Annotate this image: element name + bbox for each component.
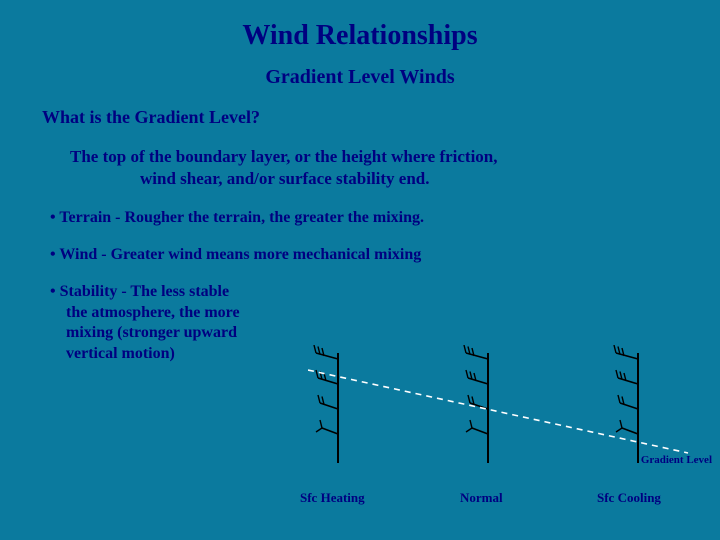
bullet-terrain: • Terrain - Rougher the terrain, the gre… xyxy=(50,208,720,229)
bullet-list: • Terrain - Rougher the terrain, the gre… xyxy=(50,208,720,365)
xlabel-sfc-cooling: Sfc Cooling xyxy=(597,490,661,506)
diagram-svg xyxy=(308,345,698,475)
question-text: What is the Gradient Level? xyxy=(42,107,720,128)
bullet-wind: • Wind - Greater wind means more mechani… xyxy=(50,245,720,266)
bullet-stability-l4: vertical motion) xyxy=(50,345,175,362)
definition-text: The top of the boundary layer, or the he… xyxy=(70,146,660,190)
bullet-stability-l3: mixing (stronger upward xyxy=(50,324,237,341)
xlabel-sfc-heating: Sfc Heating xyxy=(300,490,365,506)
bullet-stability-l1: • Stability - The less stable xyxy=(50,283,229,300)
definition-line1: The top of the boundary layer, or the he… xyxy=(70,146,660,168)
bullet-stability: • Stability - The less stable the atmosp… xyxy=(50,282,310,365)
bullet-stability-l2: the atmosphere, the more xyxy=(50,304,240,321)
gradient-level-label: Gradient Level xyxy=(641,454,712,466)
definition-line2: wind shear, and/or surface stability end… xyxy=(70,168,660,190)
xlabel-normal: Normal xyxy=(460,490,503,506)
subtitle: Gradient Level Winds xyxy=(0,66,720,89)
page-title: Wind Relationships xyxy=(0,0,720,52)
wind-barb-diagram xyxy=(308,345,698,475)
